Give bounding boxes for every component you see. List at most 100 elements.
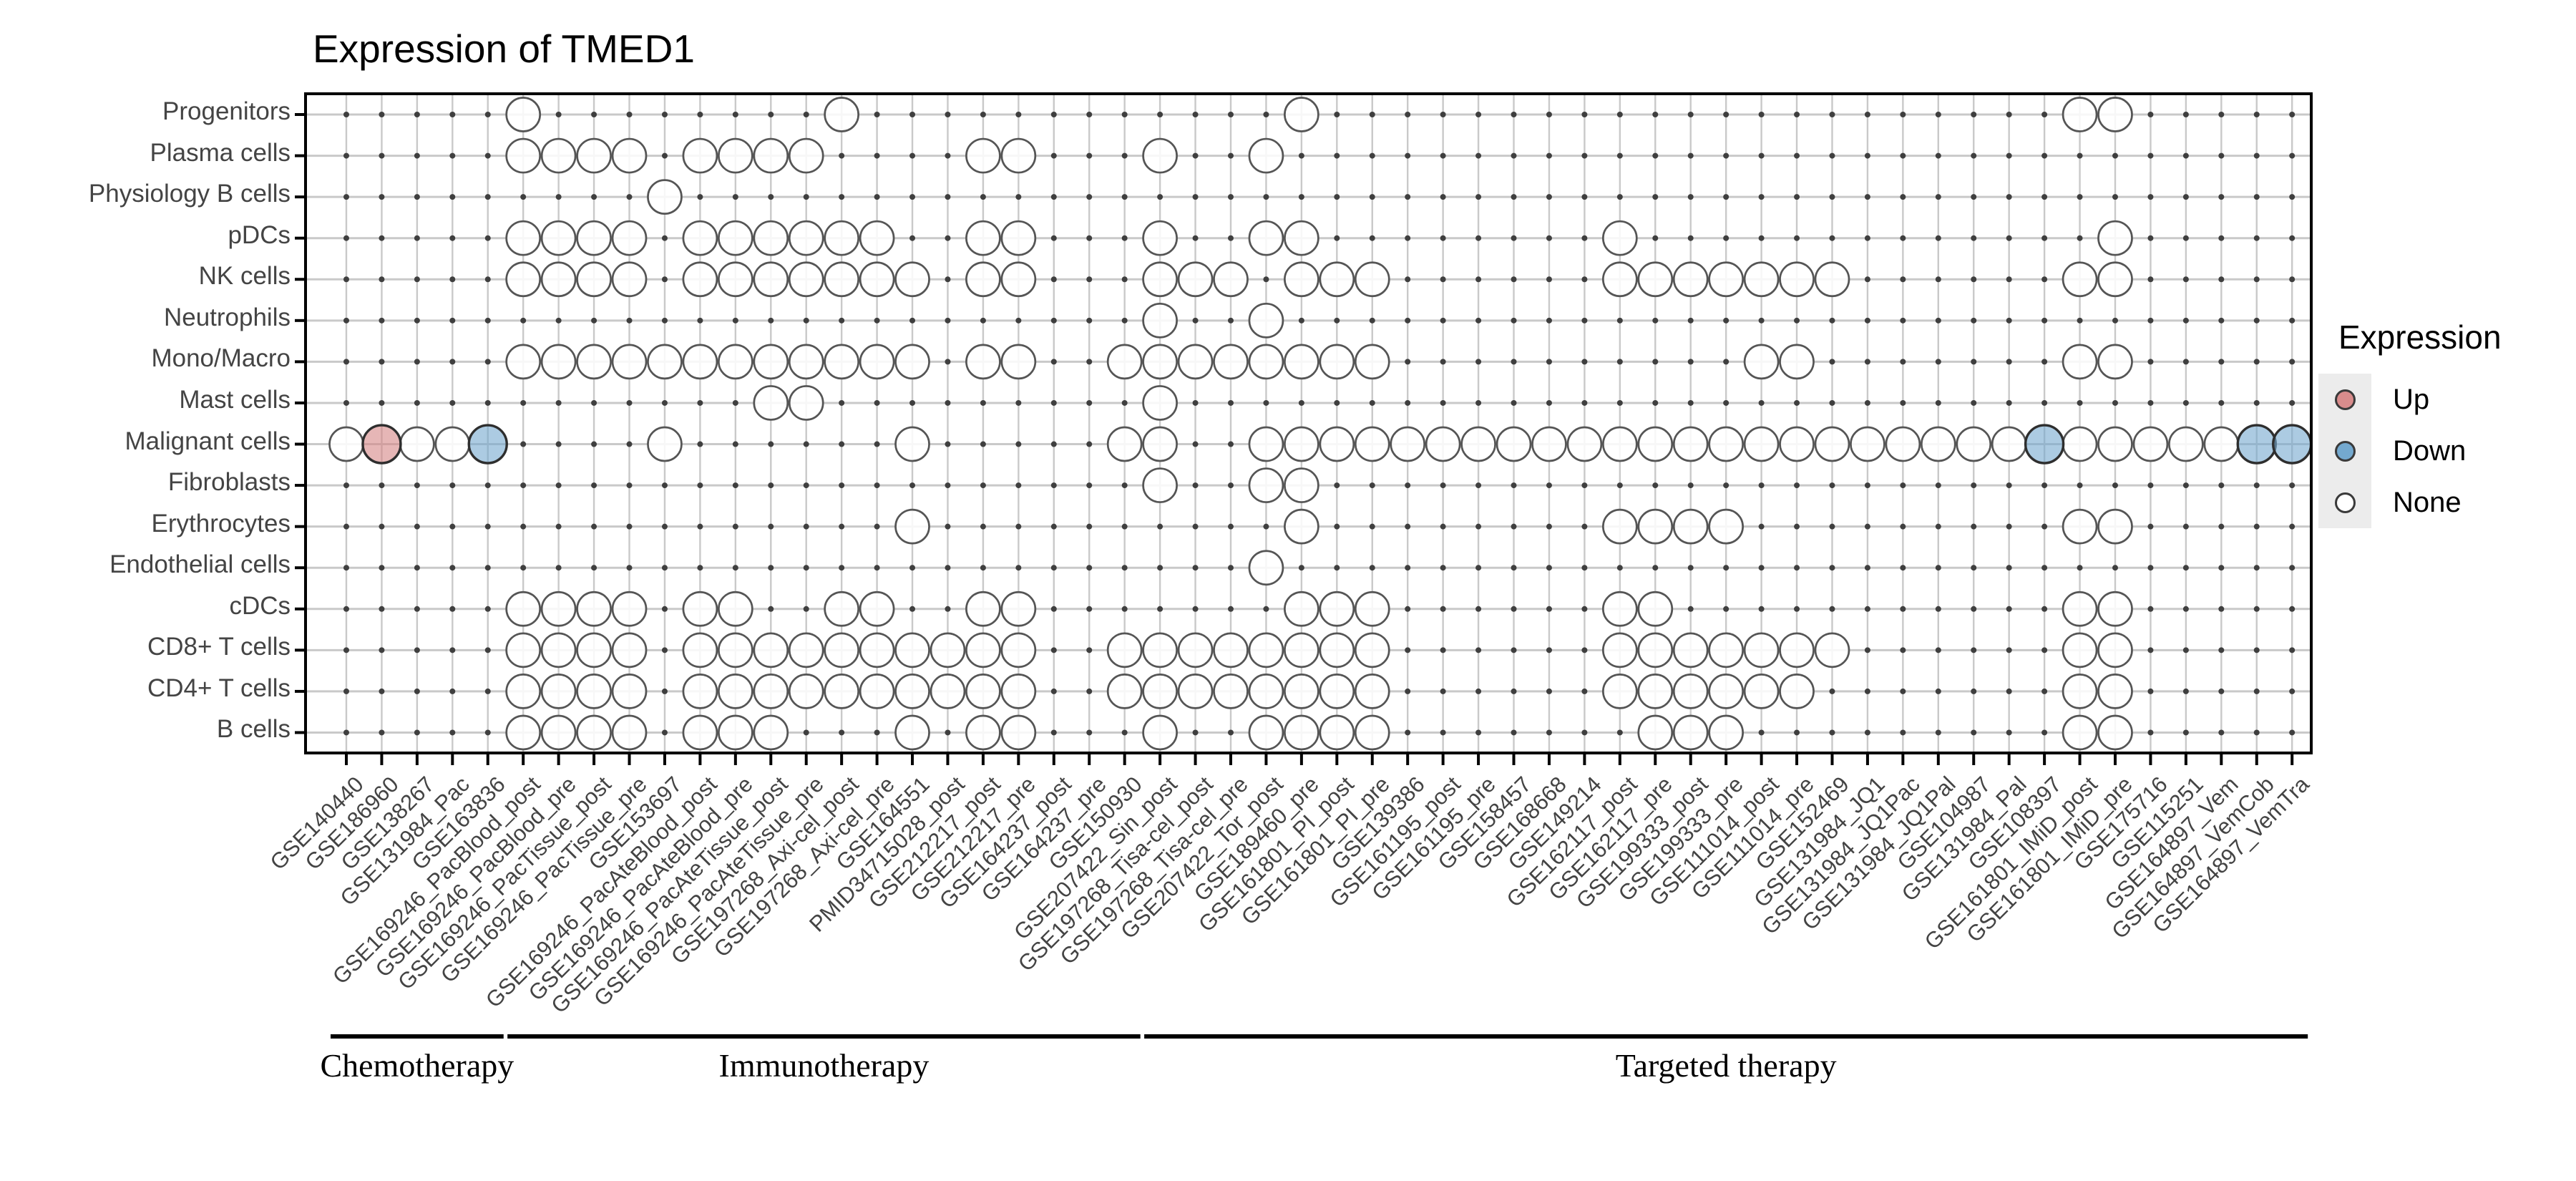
expression-dot-none [1601,261,1638,298]
expression-dot-none [505,220,542,256]
grid-point [1900,399,1906,406]
expression-dot-none [1000,674,1037,709]
grid-point [1121,606,1128,612]
expression-dot-none [682,220,718,256]
grid-point [2218,606,2225,612]
grid-point [1652,112,1659,117]
grid-point [1900,688,1906,694]
grid-point [1758,152,1765,159]
grid-point [591,441,597,447]
expression-dot-none [1284,632,1319,669]
expression-dot-none [1743,632,1780,669]
expression-dot-none [540,220,577,256]
expression-dot-none [1177,261,1214,298]
expression-dot-none [1814,426,1850,462]
grid-point [1581,112,1588,117]
expression-dot-none [1319,344,1355,380]
grid-point [1015,317,1022,324]
grid-point [1971,152,1977,159]
grid-point [1971,235,1977,241]
expression-dot-down [2024,424,2065,465]
expression-dot-none [505,632,542,669]
grid-point [1935,112,1941,117]
grid-point [414,276,420,283]
grid-point [1369,317,1375,324]
expression-dot-none [2097,714,2133,751]
grid-point [2253,399,2260,406]
expression-dot-none [1248,674,1284,709]
grid-point [1616,729,1623,736]
grid-point [1228,194,1234,200]
expression-dot-none [1779,632,1815,669]
grid-point [2041,399,2048,406]
y-axis-label: pDCs [228,220,291,249]
grid-point [1050,482,1057,489]
expression-dot-none [930,632,966,669]
grid-point [484,276,491,283]
grid-point [2006,688,2012,694]
expression-dot-none [505,137,542,174]
grid-point [1652,317,1659,324]
expression-dot-none [1672,674,1709,709]
grid-point [768,317,774,324]
grid-point [2289,399,2296,406]
expression-dot-none [717,220,753,256]
expression-dot-none [505,261,542,298]
expression-dot-none [1319,426,1355,462]
grid-point [414,112,420,117]
grid-point [1475,235,1482,241]
grid-point [449,606,456,612]
grid-point [1900,235,1906,241]
grid-point [484,523,491,530]
grid-point [379,276,385,283]
grid-point [803,317,809,324]
grid-point [1616,317,1623,324]
grid-point [803,482,809,489]
grid-point [1511,688,1517,694]
grid-point [1121,276,1128,283]
grid-point [2289,152,2296,159]
expression-dot-none [1779,344,1815,380]
expression-dot-none [788,137,824,174]
grid-point [484,647,491,653]
expression-dot-none [1213,632,1249,669]
expression-dot-none [1496,426,1532,462]
expression-dot-none [1213,344,1249,380]
grid-point [1758,565,1765,571]
grid-point [555,317,562,324]
expression-dot-none [894,632,930,669]
expression-dot-none [1637,426,1674,462]
expression-dot-none [930,674,966,709]
grid-point [2289,112,2296,117]
grid-point [1935,359,1941,365]
grid-point [1157,565,1163,571]
grid-point [874,565,880,571]
grid-point [980,523,986,530]
grid-point [2147,523,2154,530]
expression-dot-none [753,632,789,669]
grid-point [1369,482,1375,489]
expression-dot-none [894,261,930,298]
grid-point [1369,565,1375,571]
expression-dot-none [965,714,1001,751]
grid-point [591,112,597,117]
expression-dot-none [1248,632,1284,669]
grid-point [2112,482,2118,489]
expression-dot-none [1672,426,1709,462]
grid-point [1157,194,1163,200]
up-dot-icon [2334,389,2356,410]
grid-point [1192,441,1199,447]
grid-point [697,523,703,530]
expression-dot-none [824,261,860,298]
grid-point [1829,235,1835,241]
grid-point [555,399,562,406]
grid-point [520,523,527,530]
y-axis-label: Mono/Macro [151,344,291,373]
group-label-targeted-therapy: Targeted therapy [1615,1047,1837,1084]
grid-point [379,606,385,612]
grid-point [661,606,668,612]
grid-point [768,112,774,117]
grid-point [1971,482,1977,489]
grid-point [1192,112,1199,117]
legend-key-none [2318,477,2371,528]
